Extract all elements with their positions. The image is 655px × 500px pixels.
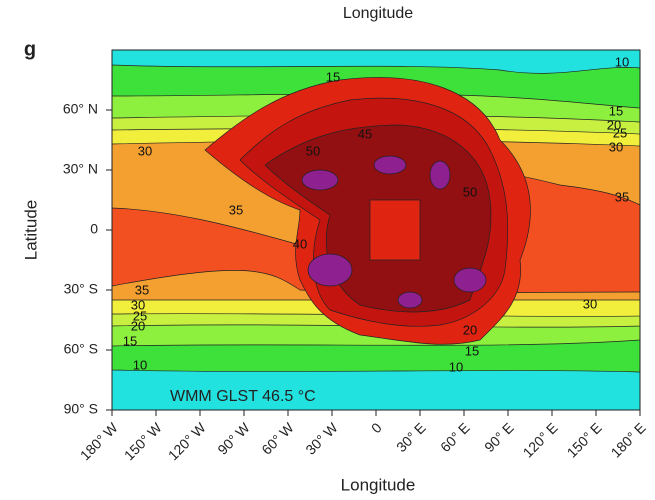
x-tick-label: 60° W <box>258 419 297 458</box>
contour-label: 35 <box>615 189 629 204</box>
x-tick-label: 0 <box>368 419 385 436</box>
contour-fill <box>453 267 487 293</box>
ocean-gap <box>369 199 421 261</box>
x-tick-label: 30° E <box>393 419 429 455</box>
contour-label: 15 <box>609 103 623 118</box>
y-axis-label: Latitude <box>21 200 40 261</box>
contour-label: 20 <box>131 318 145 333</box>
contour-label: 25 <box>133 308 147 323</box>
contour-label: 15 <box>465 343 479 358</box>
plot-area <box>111 50 641 410</box>
contour-fill <box>373 155 407 175</box>
contour-label: 30 <box>583 296 597 311</box>
panel-label: g <box>24 38 36 60</box>
contour-label: 50 <box>463 184 477 199</box>
x-tick-label: 120° W <box>165 419 209 463</box>
y-tick-label: 60° S <box>64 341 98 357</box>
contour-fill <box>307 253 353 287</box>
contour-label: 25 <box>613 125 627 140</box>
contour-fill <box>397 291 423 309</box>
x-tick-label: 90° E <box>481 419 517 455</box>
y-tick-label: 0 <box>90 221 98 237</box>
y-tick-label: 90° S <box>64 401 98 417</box>
contour-label: 40 <box>293 236 307 251</box>
x-tick-label: 60° E <box>437 419 473 455</box>
contour-label: 10 <box>449 359 463 374</box>
y-tick-label: 30° S <box>64 281 98 297</box>
contour-label: 30 <box>609 139 623 154</box>
x-axis-label: Longitude <box>341 475 416 494</box>
y-tick-label: 30° N <box>63 161 98 177</box>
x-tick-label: 150° E <box>564 419 605 460</box>
y-tick-label: 60° N <box>63 101 98 117</box>
contour-label: 50 <box>306 143 320 158</box>
top-label: Longitude <box>343 5 413 22</box>
contour-fill <box>429 160 451 190</box>
annotation: WMM GLST 46.5 °C <box>170 388 316 405</box>
contour-label: 45 <box>358 126 372 141</box>
contour-label: 20 <box>607 117 621 132</box>
contour-label: 30 <box>138 143 152 158</box>
x-tick-label: 30° W <box>302 419 341 458</box>
contour-label: 15 <box>123 333 137 348</box>
contour-fill <box>301 169 339 191</box>
contour-label: 10 <box>133 357 147 372</box>
x-tick-label: 180° W <box>77 419 121 463</box>
contour-label: 35 <box>229 202 243 217</box>
contour-label: 30 <box>131 297 145 312</box>
x-tick-label: 90° W <box>214 419 253 458</box>
contour-label: 35 <box>135 282 149 297</box>
x-tick-label: 180° E <box>608 419 649 460</box>
x-tick-label: 120° E <box>520 419 561 460</box>
contour-label: 15 <box>326 69 340 84</box>
contour-label: 20 <box>463 322 477 337</box>
contour-label: 10 <box>615 54 629 69</box>
x-tick-label: 150° W <box>121 419 165 463</box>
